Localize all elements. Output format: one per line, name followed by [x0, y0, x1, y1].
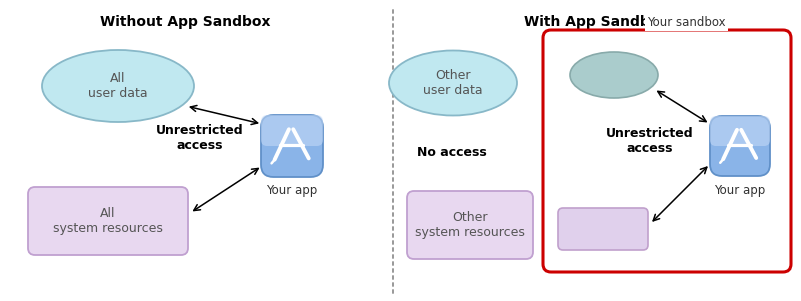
Text: Without App Sandbox: Without App Sandbox: [100, 15, 270, 29]
Text: All
system resources: All system resources: [53, 207, 163, 235]
Text: Unrestricted
access: Unrestricted access: [606, 127, 694, 155]
FancyBboxPatch shape: [558, 208, 648, 250]
Text: Other
system resources: Other system resources: [415, 211, 525, 239]
Ellipse shape: [389, 51, 517, 116]
FancyBboxPatch shape: [407, 191, 533, 259]
Text: Unrestricted
access: Unrestricted access: [156, 124, 244, 152]
FancyBboxPatch shape: [261, 115, 323, 146]
Text: All
user data: All user data: [88, 72, 148, 100]
Text: Your app: Your app: [714, 184, 766, 197]
FancyBboxPatch shape: [710, 116, 770, 146]
Ellipse shape: [570, 52, 658, 98]
FancyBboxPatch shape: [28, 187, 188, 255]
Text: Your sandbox: Your sandbox: [647, 16, 727, 29]
Ellipse shape: [42, 50, 194, 122]
Text: Other
user data: Other user data: [423, 69, 483, 97]
Text: Your app: Your app: [267, 184, 318, 197]
FancyBboxPatch shape: [261, 115, 323, 177]
Text: No access: No access: [417, 147, 487, 160]
Text: With App Sandbox: With App Sandbox: [524, 15, 668, 29]
FancyBboxPatch shape: [710, 116, 770, 176]
